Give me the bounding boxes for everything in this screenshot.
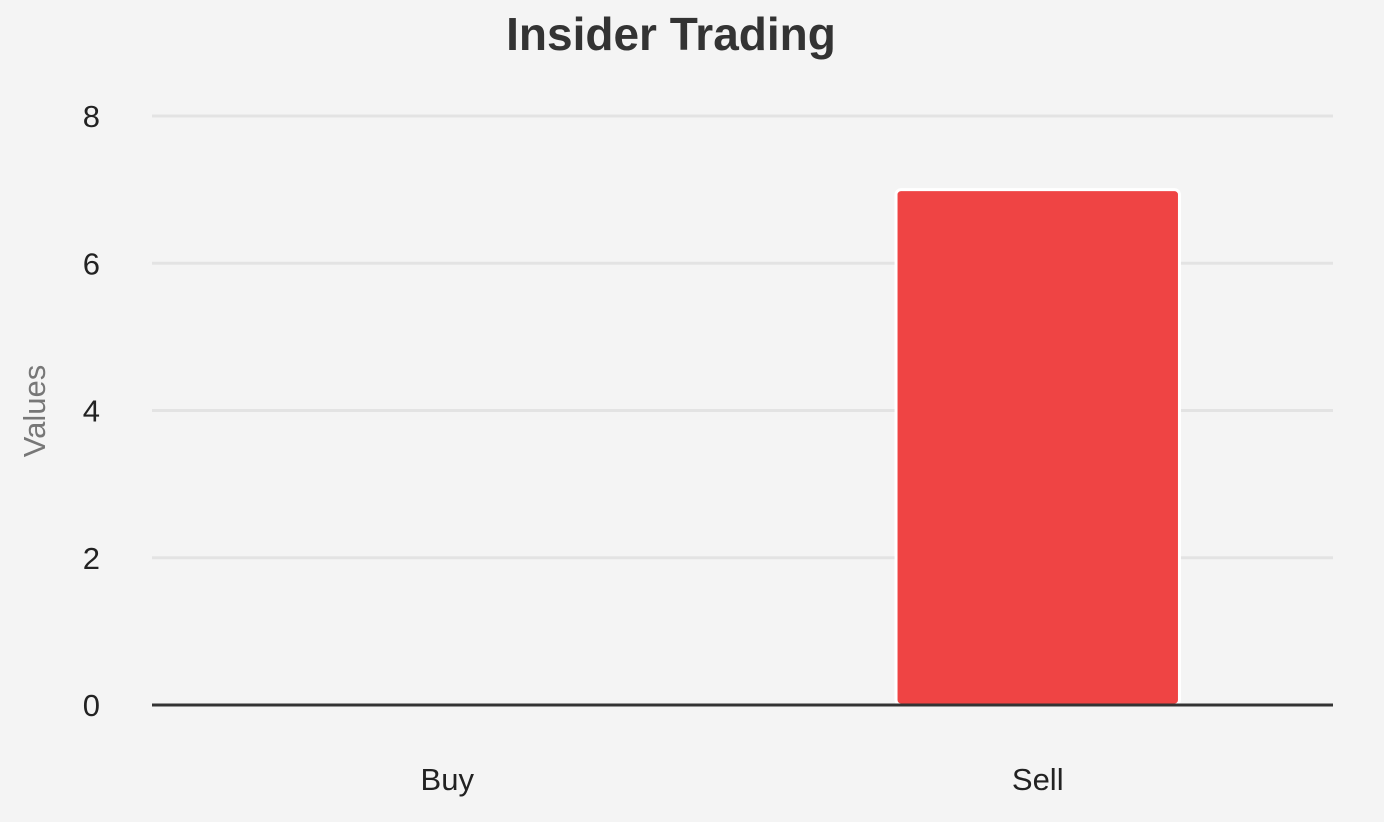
y-axis-label: Values [17,365,52,458]
chart-title: Insider Trading [506,8,836,60]
y-axis-ticks: 0 2 4 6 8 [83,99,100,723]
bar-sell [894,188,1181,707]
y-tick-label: 4 [83,394,100,429]
y-tick-label: 8 [83,99,100,134]
x-axis-ticks: Buy Sell [421,762,1064,797]
x-tick-label: Sell [1012,762,1064,797]
y-tick-label: 0 [83,688,100,723]
y-tick-label: 6 [83,246,100,281]
y-tick-label: 2 [83,541,100,576]
x-tick-label: Buy [421,762,475,797]
bars [894,188,1181,707]
